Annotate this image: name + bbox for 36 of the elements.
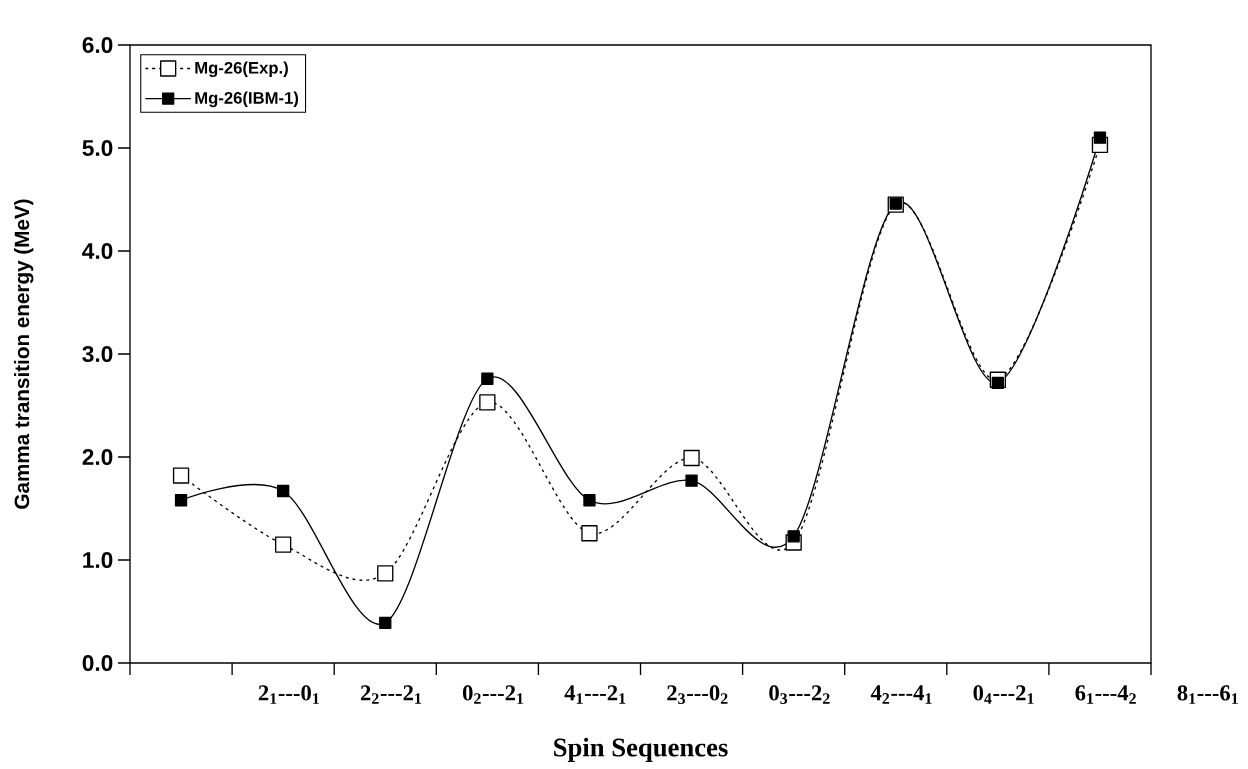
x-tick-label: 0$_{3}$---2$_{2}$: [769, 685, 830, 704]
point: [683, 449, 700, 467]
x-tick-label: 6$_{1}$---4$_{2}$: [1075, 685, 1136, 704]
point: [685, 474, 698, 487]
y-tick-label: 3.0: [82, 345, 113, 363]
point: [583, 494, 596, 507]
point: [379, 616, 392, 629]
point: [1093, 131, 1107, 144]
point: [787, 530, 800, 543]
y-axis-title: Gamma transition energy (MeV): [14, 199, 34, 509]
x-tick-label: 2$_{2}$---2$_{1}$: [360, 685, 422, 704]
x-tick-label: 8$_{1}$---6$_{1}$: [1177, 685, 1238, 704]
x-tick-label: 2$_{1}$---0$_{1}$: [258, 685, 319, 704]
point: [377, 565, 394, 582]
point: [174, 494, 188, 507]
x-tick-label: 2$_{3}$---0$_{2}$: [667, 685, 728, 704]
y-tick-label: 0.0: [82, 654, 113, 672]
point: [481, 372, 494, 385]
y-tick-label: 2.0: [82, 448, 113, 466]
y-tick-label: 4.0: [82, 242, 113, 260]
point: [991, 376, 1005, 390]
legend-label: Mg-26(IBM-1): [195, 91, 299, 108]
x-axis-title: Spin Sequences: [554, 737, 728, 762]
y-tick-label: 1.0: [83, 551, 113, 569]
point: [172, 467, 190, 484]
point: [581, 525, 598, 542]
x-tick-label: 0$_{4}$---2$_{1}$: [973, 685, 1034, 704]
point: [276, 484, 290, 498]
point: [479, 394, 496, 411]
legend-label: Mg-26(Exp.): [195, 61, 288, 78]
x-tick-label: 4$_{2}$---4$_{1}$: [870, 685, 932, 704]
y-tick-label: 5.0: [82, 139, 113, 157]
y-tick-label: 6.0: [82, 36, 113, 54]
point: [275, 536, 292, 553]
x-tick-label: 0$_{2}$---2$_{1}$: [462, 685, 524, 704]
x-tick-label: 4$_{1}$---2$_{1}$: [564, 685, 626, 704]
